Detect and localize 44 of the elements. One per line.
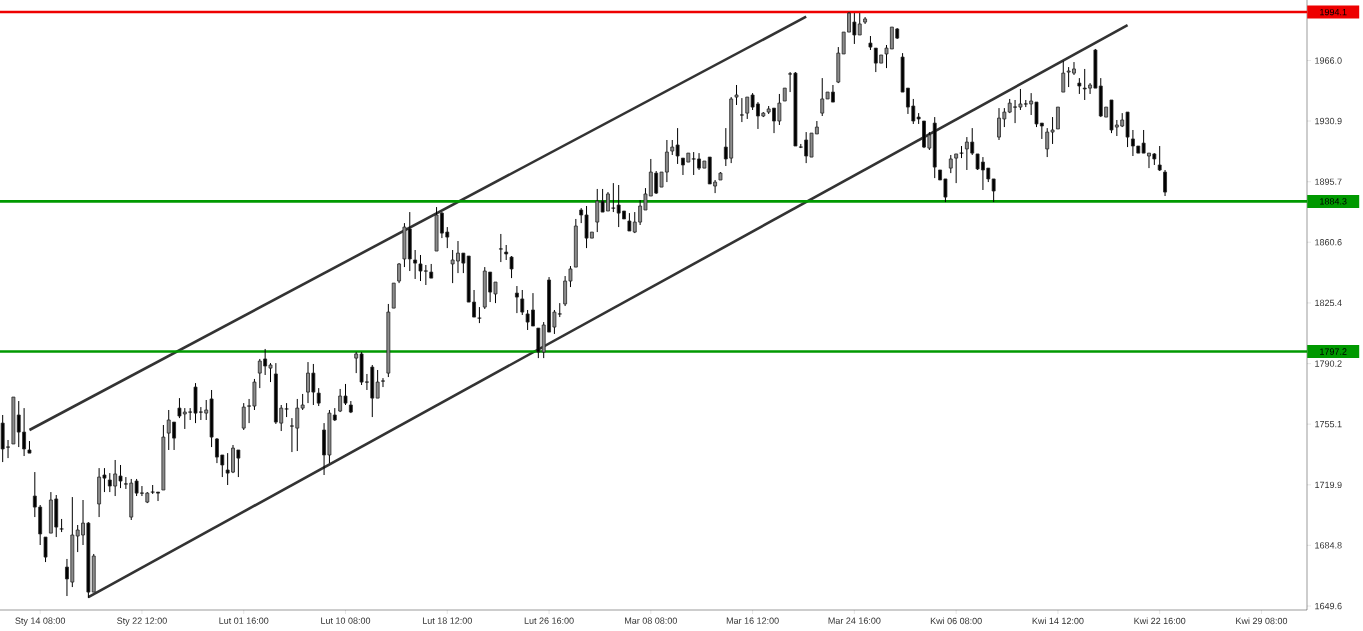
candlestick — [536, 327, 541, 359]
x-tick-label: Kwi 06 08:00 — [930, 617, 982, 625]
x-tick-label: Sty 14 08:00 — [15, 617, 66, 626]
y-tick-label: 1649.6 — [1315, 602, 1342, 610]
x-tick-label: Lut 01 16:00 — [219, 617, 269, 624]
x-tick-label: Kwi 29 08:00 — [1236, 617, 1288, 625]
candlestick — [520, 289, 525, 316]
candlestick — [691, 151, 697, 176]
x-tick-label: Sty 22 12:00 — [117, 617, 167, 626]
candlestick — [123, 476, 129, 490]
y-tick-label: 1790.2 — [1315, 360, 1342, 367]
ref-line-label: 1797.2 — [1320, 348, 1347, 355]
y-tick-label: 1684.8 — [1315, 542, 1342, 549]
candlestick — [1012, 99, 1018, 124]
ref-line-label: 1884.3 — [1320, 198, 1347, 205]
candlestick — [289, 417, 295, 453]
x-tick-label: Lut 26 16:00 — [524, 617, 574, 624]
candlestick — [380, 377, 386, 388]
candlestick — [397, 262, 401, 284]
candlestick — [1163, 169, 1167, 197]
candlestick — [246, 398, 252, 424]
ref-line-label: 1994.1 — [1320, 8, 1347, 16]
x-tick-label: Lut 10 08:00 — [321, 617, 371, 624]
candlestick — [610, 182, 616, 213]
x-tick-label: Lut 18 12:00 — [422, 617, 472, 624]
y-tick-label: 1825.4 — [1315, 299, 1342, 307]
x-tick-label: Mar 08 08:00 — [625, 617, 677, 624]
y-tick-label: 1755.1 — [1315, 421, 1342, 428]
candlestick — [43, 536, 48, 563]
x-tick-label: Mar 24 16:00 — [828, 617, 881, 624]
y-tick-label: 1719.9 — [1315, 481, 1342, 489]
y-tick-label: 1895.7 — [1315, 178, 1342, 185]
candlestick — [734, 84, 739, 106]
candlestick — [498, 233, 504, 263]
candlestick — [1157, 145, 1162, 172]
y-tick-label: 1860.6 — [1315, 239, 1342, 246]
x-tick-label: Kwi 22 16:00 — [1134, 617, 1186, 625]
candlestick — [739, 97, 745, 123]
x-tick-label: Kwi 14 12:00 — [1032, 617, 1084, 625]
y-tick-label: 1930.9 — [1315, 117, 1342, 125]
x-tick-label: Mar 16 12:00 — [726, 617, 779, 624]
y-tick-label: 1966.0 — [1315, 57, 1342, 64]
candlestick — [515, 285, 519, 314]
candlestick — [509, 255, 514, 279]
